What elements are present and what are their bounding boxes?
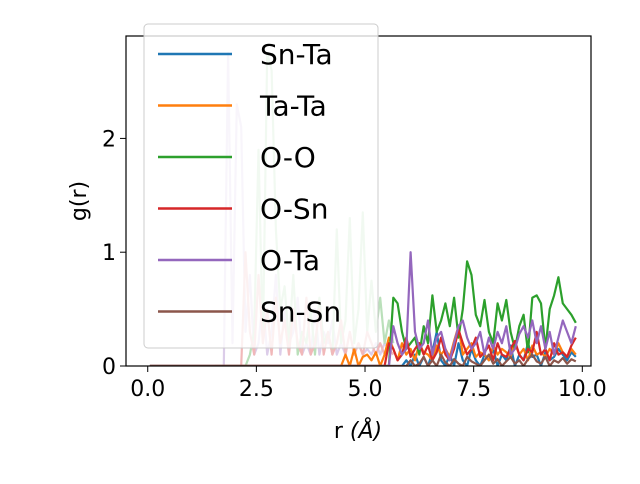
- y-axis-label: g(r): [67, 181, 92, 221]
- series-line-o-sn: [149, 328, 577, 366]
- legend-label-sn-sn: Sn-Sn: [260, 296, 341, 329]
- series-line-sn-ta: [149, 330, 577, 366]
- x-axis-label: r (Å): [334, 417, 382, 444]
- y-tick-label: 1: [102, 241, 116, 266]
- legend-label-o-ta: O-Ta: [260, 244, 320, 277]
- y-tick-label: 0: [102, 355, 116, 380]
- x-tick-label: 2.5: [239, 377, 274, 402]
- series-lines: [149, 251, 577, 366]
- x-tick-label: 10.0: [558, 377, 607, 402]
- x-tick-label: 5.0: [348, 377, 383, 402]
- legend: Sn-Ta Ta-Ta O-O O-Sn O-Ta Sn-Sn: [143, 23, 379, 349]
- series-line-o-ta: [149, 251, 577, 366]
- legend-label-o-sn: O-Sn: [260, 193, 328, 226]
- x-axis-unit: (Å): [350, 417, 382, 444]
- y-tick-label: 2: [102, 127, 116, 152]
- y-axis-ticks: 0 1 2: [102, 127, 126, 380]
- legend-label-o-o: O-O: [260, 141, 316, 174]
- series-line-ta-ta: [149, 325, 577, 366]
- x-tick-label: 0.0: [130, 377, 165, 402]
- series-line-o-o: [149, 260, 577, 366]
- x-axis-ticks: 0.0 2.5 5.0 7.5 10.0: [130, 366, 607, 402]
- legend-label-ta-ta: Ta-Ta: [259, 90, 327, 123]
- legend-label-sn-ta: Sn-Ta: [260, 38, 333, 71]
- x-tick-label: 7.5: [456, 377, 491, 402]
- series-line-sn-sn: [149, 353, 577, 366]
